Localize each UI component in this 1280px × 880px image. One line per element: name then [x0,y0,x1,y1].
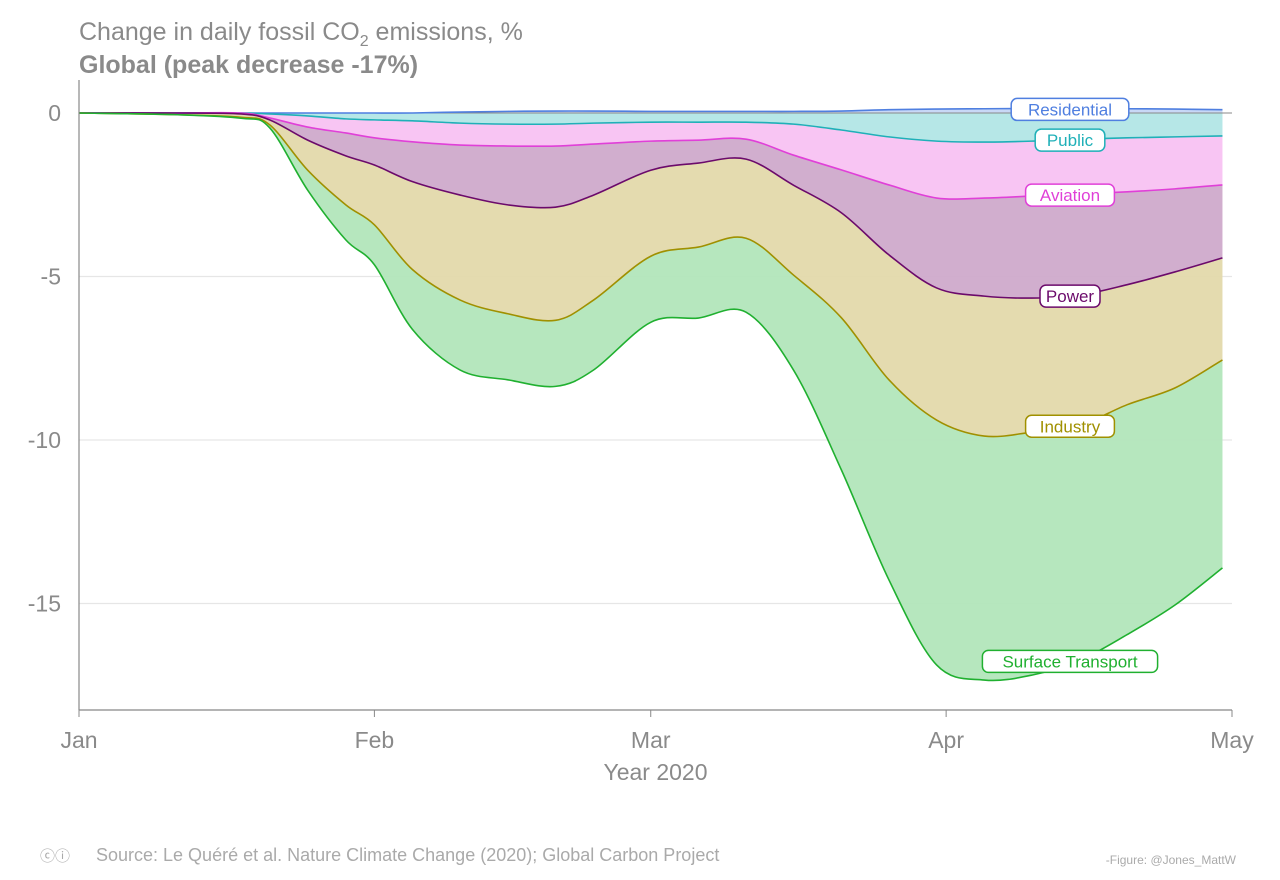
area-public [79,112,1223,143]
series-label-box [1024,183,1116,207]
x-axis-title: Year 2020 [603,759,707,785]
x-tick-label: Jan [60,727,97,753]
series-label: Residential [1028,100,1112,119]
figure-credit: -Figure: @Jones_MattW [1105,853,1236,867]
source-note: Source: Le Quéré et al. Nature Climate C… [96,845,720,865]
area-power [79,112,1223,299]
area-surface-transport [79,113,1223,681]
y-tick-label: 0 [48,100,61,126]
series-label: Power [1046,287,1095,306]
series-label: Public [1047,131,1094,150]
y-tick-label: -15 [28,591,61,617]
x-tick-label: May [1210,727,1254,753]
line-public [79,112,1223,143]
series-label-box [981,649,1159,674]
chart-plot: 0 -5 -10 -15 Residential Public Aviation Power I… [28,80,1254,785]
area-industry [79,112,1223,437]
line-power [78,112,1223,299]
series-label: Aviation [1040,186,1100,205]
x-tick-label: Feb [355,727,395,753]
series-label: Industry [1040,417,1101,436]
series-label-box [1034,128,1106,152]
chart-title: Change in daily fossil CO2 emissions, % [79,18,523,50]
cc-by-icon: ⓒⓘ [40,848,71,865]
chart-subtitle: Global (peak decrease -17%) [79,51,419,79]
series-label-box [1024,414,1116,439]
y-tick-label: -5 [41,264,61,290]
area-aviation [79,112,1223,200]
y-tick-label: -10 [28,427,61,453]
line-surface-transport [78,112,1223,682]
x-tick-label: Apr [928,727,964,753]
x-tick-label: Mar [631,727,671,753]
series-label: Surface Transport [1002,652,1137,671]
series-label-box [1039,284,1101,308]
series-label-box [1010,97,1130,122]
